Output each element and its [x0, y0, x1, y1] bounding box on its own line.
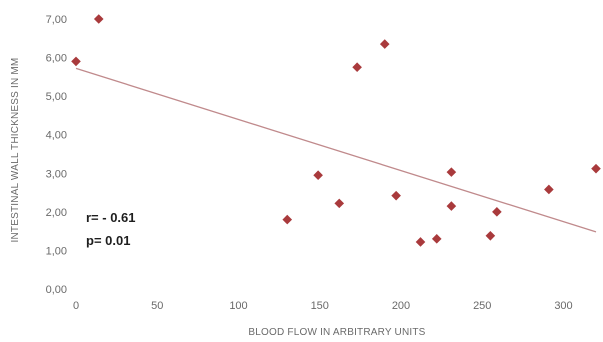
x-tick-label: 250: [473, 300, 491, 312]
trendline: [75, 67, 597, 233]
data-point: [71, 56, 81, 67]
data-point: [282, 214, 293, 225]
x-tick-label: 150: [311, 300, 329, 312]
data-point: [446, 201, 457, 211]
data-point: [431, 234, 442, 244]
data-point: [93, 14, 104, 24]
y-tick-label: 0,00: [46, 284, 67, 296]
data-point: [334, 198, 345, 209]
y-axis-ticks: 0,00 1,00 2,00 3,00 4,00 5,00 6,00 7,00: [46, 14, 67, 296]
y-tick-label: 3,00: [46, 168, 67, 180]
x-tick-label: 100: [229, 300, 247, 312]
x-tick-label: 50: [151, 300, 163, 312]
y-axis-title: INTESTINAL WALL THICKNESS IN MM: [10, 58, 21, 243]
data-point: [313, 170, 323, 181]
data-points: [71, 14, 601, 247]
data-point: [379, 39, 390, 49]
x-axis-ticks: 0 50 100 150 200 250 300: [73, 300, 573, 312]
y-tick-label: 1,00: [46, 245, 67, 257]
data-point: [352, 62, 362, 73]
data-point: [591, 163, 601, 174]
data-point: [485, 230, 496, 241]
correlation-r-label: r= - 0.61: [86, 210, 136, 225]
p-value-label: p= 0.01: [86, 233, 130, 248]
x-tick-label: 200: [392, 300, 410, 312]
y-tick-label: 5,00: [46, 91, 67, 103]
data-point: [446, 167, 457, 177]
x-axis-title: BLOOD FLOW IN ARBITRARY UNITS: [248, 327, 425, 338]
x-tick-label: 300: [554, 300, 572, 312]
x-tick-label: 0: [73, 300, 79, 312]
y-tick-label: 6,00: [46, 53, 67, 65]
data-point: [544, 184, 554, 195]
y-tick-label: 7,00: [46, 14, 67, 26]
y-tick-label: 2,00: [46, 207, 67, 219]
data-point: [391, 190, 401, 201]
data-point: [415, 237, 426, 247]
y-tick-label: 4,00: [46, 130, 67, 142]
data-point: [492, 207, 502, 217]
